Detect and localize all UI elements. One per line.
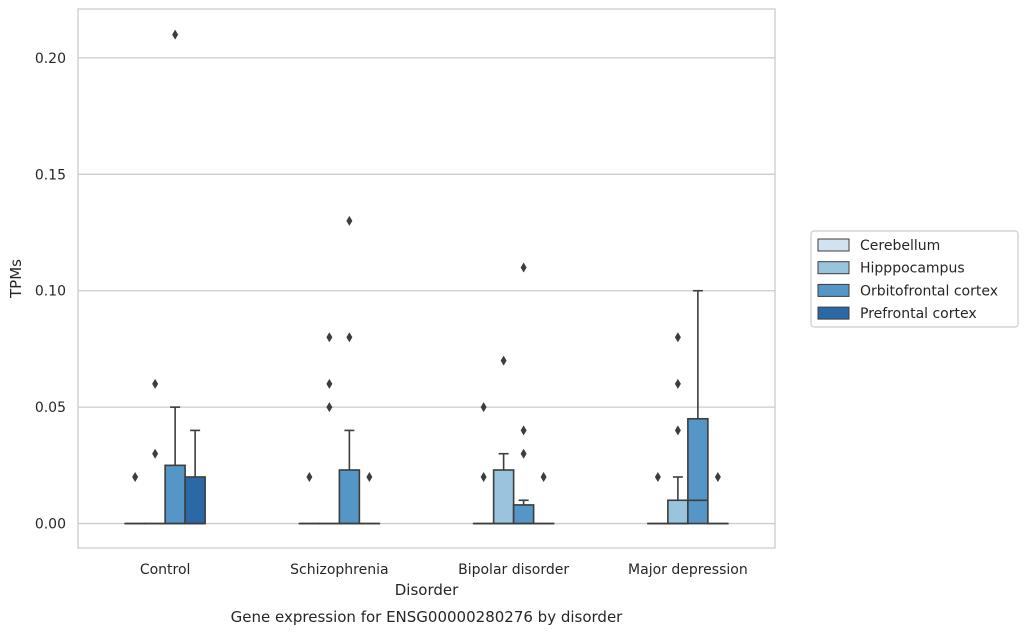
outlier-point (654, 471, 661, 482)
box-iqr (687, 417, 709, 525)
x-axis-label: Disorder (395, 581, 459, 599)
box-orbitofrontal-cortex (338, 215, 361, 525)
x-tick-label: Control (140, 562, 191, 578)
box-prefrontal-cortex (184, 429, 206, 525)
box-iqr (338, 469, 361, 525)
outlier-point (674, 332, 681, 343)
y-tick-label: 0.20 (35, 51, 66, 67)
x-tick-label: Major depression (628, 562, 748, 578)
y-tick-label: 0.10 (35, 284, 66, 300)
outlier-point (346, 215, 353, 226)
outlier-point (152, 378, 159, 389)
box-iqr (492, 469, 515, 525)
box-cerebellum (647, 471, 669, 525)
outlier-point (326, 402, 333, 413)
y-tick-label: 0.00 (35, 517, 66, 533)
box-hipppocampus (492, 355, 515, 525)
chart-caption: Gene expression for ENSG00000280276 by d… (231, 608, 624, 626)
outlier-point (152, 448, 159, 459)
outlier-point (306, 471, 313, 482)
box-orbitofrontal-cortex (512, 262, 535, 525)
legend-label: Orbitofrontal cortex (860, 283, 998, 299)
legend-swatch (817, 283, 850, 297)
box-orbitofrontal-cortex (687, 289, 709, 525)
box-cerebellum (124, 471, 146, 525)
legend-label: Prefrontal cortex (860, 306, 977, 322)
legend-label: Hipppocampus (860, 261, 965, 277)
legend: Cerebellum Hipppocampus Orbitofrontal cort… (810, 230, 1019, 328)
box-hipppocampus (144, 378, 166, 525)
outlier-point (132, 471, 139, 482)
outlier-point (326, 378, 333, 389)
y-tick-label: 0.15 (35, 167, 66, 183)
grid-layer (78, 57, 775, 525)
box-hipppocampus (667, 332, 689, 525)
outlier-point (366, 471, 373, 482)
outlier-point (480, 471, 487, 482)
outlier-point (674, 425, 681, 436)
legend-swatch (817, 306, 850, 320)
outlier-point (346, 332, 353, 343)
outlier-point (326, 332, 333, 343)
outlier-point (520, 425, 527, 436)
outlier-point (714, 471, 721, 482)
box-iqr (667, 499, 689, 525)
outlier-point (540, 471, 547, 482)
legend-swatch (817, 238, 850, 252)
y-axis-label: TPMs (7, 259, 25, 299)
outlier-point (480, 402, 487, 413)
box-iqr (164, 464, 186, 525)
legend-swatch (817, 261, 850, 275)
outlier-point (172, 29, 179, 40)
outlier-point (674, 378, 681, 389)
x-tick-label: Bipolar disorder (458, 562, 569, 578)
outlier-point (500, 355, 507, 366)
box-iqr (512, 504, 535, 525)
box-hipppocampus (318, 332, 341, 525)
box-cerebellum (298, 471, 321, 525)
box-iqr (184, 476, 206, 525)
x-tick-label: Schizophrenia (290, 562, 388, 578)
box-prefrontal-cortex (707, 471, 729, 525)
outlier-point (520, 448, 527, 459)
legend-frame (810, 230, 1019, 328)
y-tick-label: 0.05 (35, 400, 66, 416)
y-tick-labels: 0.00 0.05 0.10 0.15 0.20 (35, 51, 66, 533)
box-prefrontal-cortex (358, 471, 381, 525)
box-prefrontal-cortex (532, 471, 555, 525)
x-tick-labels: Control Schizophrenia Bipolar disorder Majo… (140, 562, 748, 578)
outlier-point (520, 262, 527, 273)
box-cerebellum (472, 402, 495, 525)
box-layer (124, 29, 729, 525)
box-orbitofrontal-cortex (164, 29, 186, 525)
legend-label: Cerebellum (860, 238, 940, 254)
plot-frame (77, 8, 776, 549)
